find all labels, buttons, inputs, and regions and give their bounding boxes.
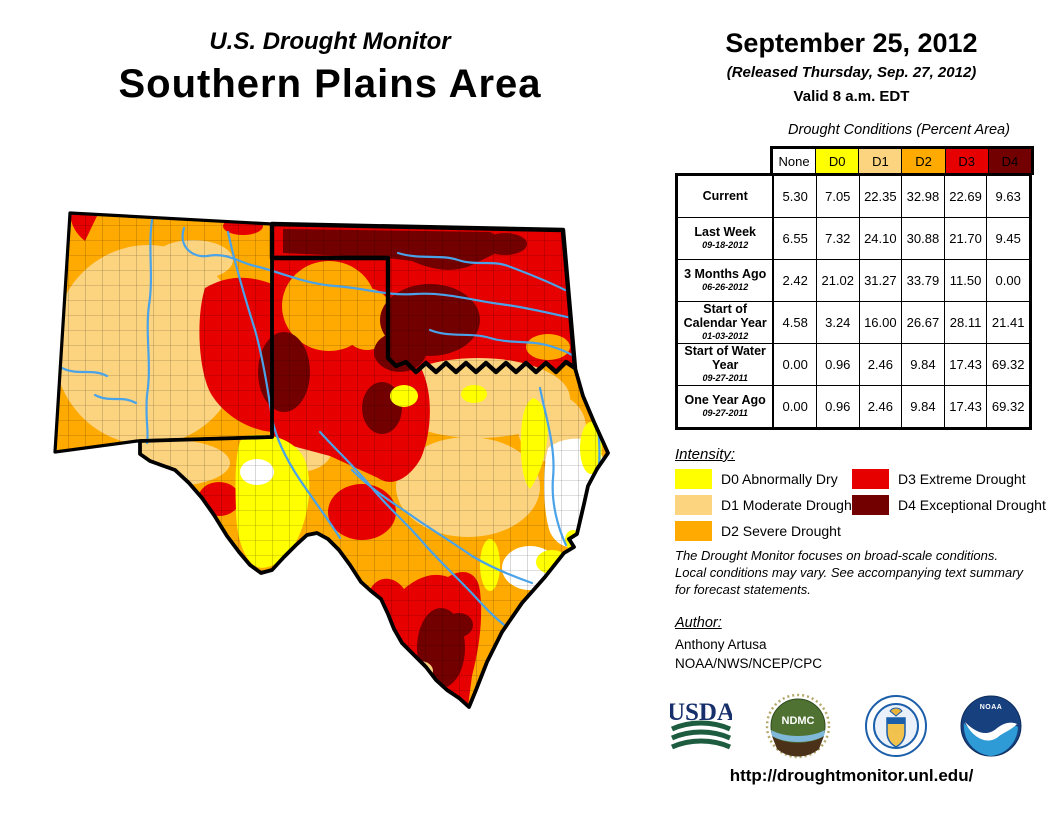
table-cell: 17.43	[943, 343, 988, 386]
table-row: One Year Ago 09-27-2011 0.00 0.96 2.46 9.…	[677, 385, 1030, 428]
table-cell: 2.42	[772, 259, 817, 302]
drought-table: Current 5.30 7.05 22.35 32.98 22.69 9.63…	[675, 173, 1032, 430]
table-caption: Drought Conditions (Percent Area)	[788, 122, 1010, 138]
table-row: Last Week 09-18-2012 6.55 7.32 24.10 30.8…	[677, 217, 1030, 260]
table-cell: 69.32	[986, 343, 1030, 386]
svg-text:NDMC: NDMC	[782, 715, 815, 727]
legend-swatch-d0	[675, 469, 712, 489]
table-cell: 22.69	[943, 175, 988, 218]
table-cell: 7.32	[815, 217, 860, 260]
table-cell: 21.70	[943, 217, 988, 260]
table-row: Current 5.30 7.05 22.35 32.98 22.69 9.63	[677, 175, 1030, 218]
table-cell: 4.58	[772, 301, 817, 344]
column-header-d2: D2	[901, 148, 946, 175]
table-cell: 24.10	[858, 217, 903, 260]
table-cell: 33.79	[901, 259, 945, 302]
commerce-seal	[865, 695, 927, 757]
author-name: Anthony Artusa	[675, 637, 767, 652]
table-cell: 9.84	[901, 343, 945, 386]
report-date: September 25, 2012	[725, 28, 978, 58]
table-cell: 11.50	[943, 259, 988, 302]
legend-heading: Intensity:	[675, 446, 736, 463]
table-cell: 32.98	[901, 175, 945, 218]
legend-swatch-d1	[675, 495, 712, 515]
table-cell: 0.96	[815, 385, 860, 428]
table-cell: 30.88	[901, 217, 945, 260]
rivers	[60, 213, 601, 630]
table-cell: 0.96	[815, 343, 860, 386]
drought-table-header: None D0 D1 D2 D3 D4	[770, 146, 1034, 175]
table-cell: 9.84	[901, 385, 945, 428]
legend-item-d0: D0 Abnormally Dry	[675, 469, 838, 489]
table-cell: 3.24	[815, 301, 860, 344]
svg-text:NOAA: NOAA	[980, 704, 1003, 711]
table-cell: 2.46	[858, 343, 903, 386]
legend-item-d1: D1 Moderate Drought	[675, 495, 856, 515]
table-cell: 6.55	[772, 217, 817, 260]
logo-row: USDA NDMC NOAA	[670, 690, 1022, 762]
row-label: Last Week 09-18-2012	[677, 217, 775, 260]
table-row: Start of Calendar Year 01-03-2012 4.58 3.…	[677, 301, 1030, 344]
valid-time: Valid 8 a.m. EDT	[793, 88, 910, 105]
table-cell: 0.00	[772, 385, 817, 428]
legend-swatch-d4	[852, 495, 889, 515]
row-label: Start of Calendar Year 01-03-2012	[677, 301, 775, 344]
table-cell: 69.32	[986, 385, 1030, 428]
column-header-d4: D4	[987, 148, 1033, 175]
row-label: Start of Water Year 09-27-2011	[677, 343, 775, 386]
table-row: Start of Water Year 09-27-2011 0.00 0.96 …	[677, 343, 1030, 386]
ndmc-logo: NDMC	[765, 693, 831, 759]
table-cell: 31.27	[858, 259, 903, 302]
page-title: Southern Plains Area	[118, 62, 542, 106]
release-date: (Released Thursday, Sep. 27, 2012)	[726, 64, 977, 81]
table-row: 3 Months Ago 06-26-2012 2.42 21.02 31.27 …	[677, 259, 1030, 302]
source-url: http://droughtmonitor.unl.edu/	[729, 766, 974, 785]
row-label: One Year Ago 09-27-2011	[677, 385, 775, 428]
county-lines	[55, 213, 608, 707]
table-cell: 21.41	[986, 301, 1030, 344]
table-cell: 0.00	[986, 259, 1030, 302]
table-cell: 17.43	[943, 385, 988, 428]
legend-swatch-d3	[852, 469, 889, 489]
table-cell: 21.02	[815, 259, 860, 302]
author-heading: Author:	[675, 615, 722, 631]
legend-item-d3: D3 Extreme Drought	[852, 469, 1026, 489]
row-label: 3 Months Ago 06-26-2012	[677, 259, 775, 302]
noaa-logo: NOAA	[960, 695, 1022, 757]
legend-swatch-d2	[675, 521, 712, 541]
table-cell: 16.00	[858, 301, 903, 344]
table-cell: 0.00	[772, 343, 817, 386]
usda-logo: USDA	[670, 699, 732, 750]
legend-item-d2: D2 Severe Drought	[675, 521, 841, 541]
table-cell: 9.45	[986, 217, 1030, 260]
table-cell: 2.46	[858, 385, 903, 428]
column-header-d3: D3	[944, 148, 989, 175]
disclaimer: The Drought Monitor focuses on broad-sca…	[675, 548, 1024, 597]
table-cell: 9.63	[986, 175, 1030, 218]
table-cell: 22.35	[858, 175, 903, 218]
author-org: NOAA/NWS/NCEP/CPC	[675, 656, 823, 671]
column-header-d1: D1	[858, 148, 903, 175]
row-label: Current	[677, 175, 775, 218]
table-header-row: None D0 D1 D2 D3 D4	[771, 148, 1033, 175]
report-kicker: U.S. Drought Monitor	[209, 28, 451, 55]
drought-shading	[53, 211, 610, 709]
column-header-none: None	[771, 148, 817, 175]
table-cell: 26.67	[901, 301, 945, 344]
column-header-d0: D0	[815, 148, 860, 175]
table-cell: 28.11	[943, 301, 988, 344]
table-cell: 7.05	[815, 175, 860, 218]
table-cell: 5.30	[772, 175, 817, 218]
legend-item-d4: D4 Exceptional Drought	[852, 495, 1046, 515]
